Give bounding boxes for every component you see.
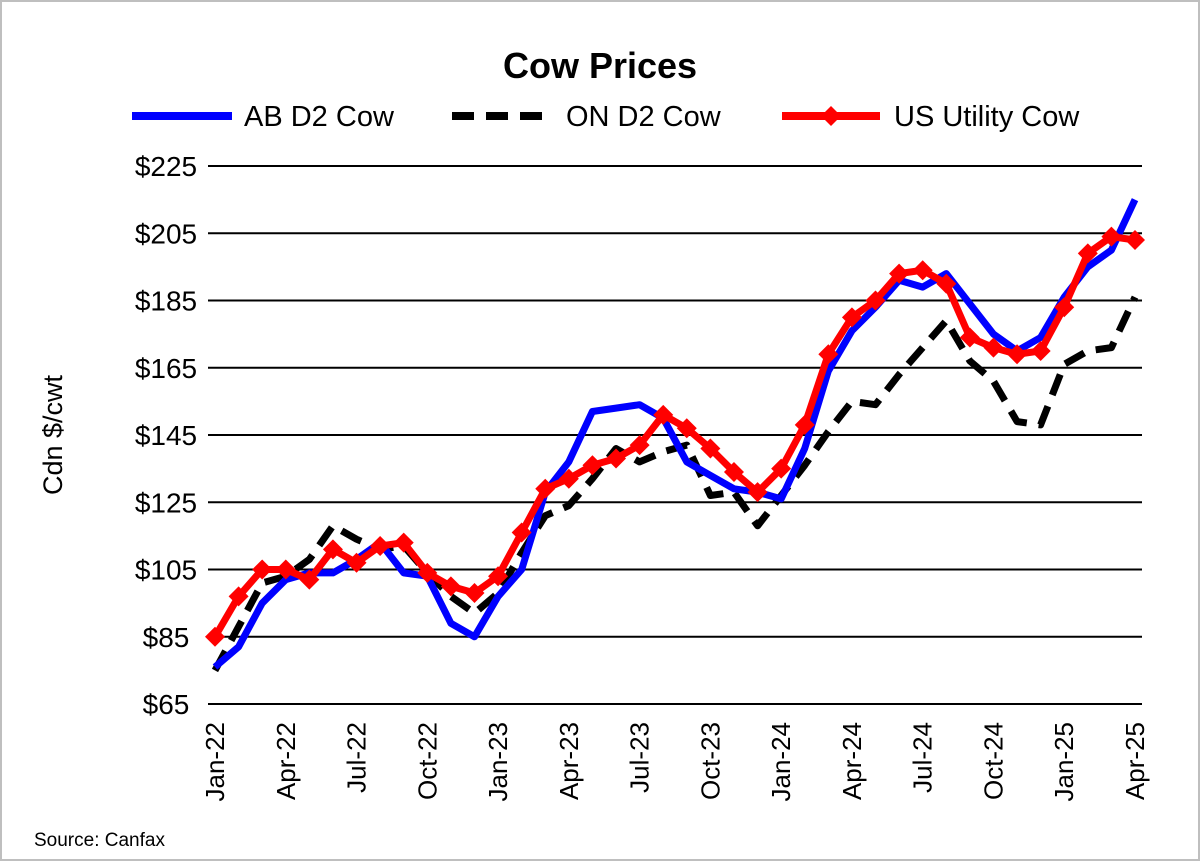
- point-us-utility-cow-jun-23: [606, 448, 627, 469]
- x-axis-ticks: Jan-22 Apr-22 Jul-22 Oct-22 Jan-23 Apr-23 Jul-…: [200, 722, 1150, 802]
- legend-label-on-d2-cow: ON D2 Cow: [566, 101, 722, 133]
- point-us-utility-cow-mar-25: [1101, 226, 1122, 247]
- x-tick-label: Jul-22: [342, 722, 372, 793]
- point-us-utility-cow-apr-24: [841, 307, 862, 328]
- source-note: Source: Canfax: [34, 830, 165, 851]
- grid-lines: [208, 165, 1142, 705]
- point-us-utility-cow-feb-22: [228, 586, 249, 607]
- point-us-utility-cow-aug-22: [370, 535, 391, 556]
- y-tick-label: $85: [143, 622, 190, 653]
- y-tick-label: $145: [135, 420, 197, 451]
- point-us-utility-cow-jul-23: [629, 435, 650, 456]
- point-us-utility-cow-feb-25: [1077, 243, 1098, 264]
- point-us-utility-cow-dec-22: [464, 583, 485, 604]
- y-tick-label: $105: [135, 555, 197, 586]
- y-tick-label: $165: [135, 353, 197, 384]
- x-tick-label: Oct-23: [695, 722, 725, 800]
- y-axis-ticks: $65 $85 $105 $125 $145 $165 $185 $205 $225: [135, 151, 197, 720]
- point-us-utility-cow-sep-23: [676, 418, 697, 439]
- y-tick-label: $125: [135, 487, 197, 518]
- point-us-utility-cow-oct-22: [417, 562, 438, 583]
- point-us-utility-cow-oct-24: [983, 337, 1004, 358]
- chart-title: Cow Prices: [503, 45, 697, 86]
- x-tick-label: Jan-23: [483, 722, 513, 802]
- series-line-ab-d2-cow: [212, 198, 1139, 670]
- x-tick-label: Oct-24: [978, 722, 1008, 800]
- point-us-utility-cow-sep-24: [959, 327, 980, 348]
- legend-label-ab-d2-cow: AB D2 Cow: [244, 101, 395, 133]
- x-tick-label: Jan-24: [766, 722, 796, 802]
- y-tick-label: $205: [135, 218, 197, 249]
- point-us-utility-cow-aug-23: [653, 404, 674, 425]
- point-us-utility-cow-feb-24: [794, 414, 815, 435]
- point-us-utility-cow-may-23: [582, 455, 603, 476]
- point-us-utility-cow-feb-23: [511, 522, 532, 543]
- legend-marker-us-utility-cow: [821, 106, 841, 126]
- point-us-utility-cow-may-24: [865, 290, 886, 311]
- point-us-utility-cow-aug-24: [936, 273, 957, 294]
- y-axis-label: Cdn $/cwt: [38, 374, 68, 495]
- point-us-utility-cow-dec-23: [747, 482, 768, 503]
- point-us-utility-cow-jan-25: [1054, 297, 1075, 318]
- point-us-utility-cow-jan-23: [488, 566, 509, 587]
- point-us-utility-cow-nov-23: [723, 461, 744, 482]
- series-line-on-d2-cow: [211, 295, 1139, 673]
- y-tick-label: $185: [135, 286, 197, 317]
- x-tick-label: Jul-24: [908, 722, 938, 793]
- series-line-us-utility-cow: [211, 233, 1136, 639]
- legend-label-us-utility-cow: US Utility Cow: [894, 101, 1080, 133]
- x-tick-label: Oct-22: [412, 722, 442, 800]
- series-markers: [205, 226, 1145, 647]
- x-tick-label: Apr-24: [837, 722, 867, 800]
- point-us-utility-cow-mar-24: [818, 344, 839, 365]
- point-us-utility-cow-nov-22: [440, 576, 461, 597]
- point-us-utility-cow-apr-25: [1125, 229, 1145, 250]
- point-us-utility-cow-jun-24: [889, 263, 910, 284]
- point-us-utility-cow-jul-22: [346, 552, 367, 573]
- point-us-utility-cow-jan-24: [771, 458, 792, 479]
- point-us-utility-cow-nov-24: [1007, 344, 1028, 365]
- point-us-utility-cow-dec-24: [1030, 340, 1051, 361]
- x-tick-label: Apr-25: [1120, 722, 1150, 800]
- legend: AB D2 Cow ON D2 Cow US Utility Cow: [132, 101, 1080, 133]
- x-tick-label: Jan-22: [200, 722, 230, 802]
- point-us-utility-cow-oct-23: [700, 438, 721, 459]
- point-us-utility-cow-jan-22: [205, 626, 225, 647]
- point-us-utility-cow-sep-22: [393, 532, 414, 553]
- x-tick-label: Jan-25: [1049, 722, 1079, 802]
- point-us-utility-cow-mar-23: [535, 478, 556, 499]
- point-us-utility-cow-apr-22: [275, 559, 296, 580]
- point-us-utility-cow-jul-24: [912, 260, 933, 281]
- point-us-utility-cow-apr-23: [558, 468, 579, 489]
- x-tick-label: Apr-22: [271, 722, 301, 800]
- y-tick-label: $225: [135, 151, 197, 182]
- point-us-utility-cow-jun-22: [322, 539, 343, 560]
- point-us-utility-cow-may-22: [299, 569, 320, 590]
- y-tick-label: $65: [143, 689, 190, 720]
- x-tick-label: Apr-23: [554, 722, 584, 800]
- series-lines: [211, 198, 1139, 673]
- point-us-utility-cow-mar-22: [252, 559, 273, 580]
- x-tick-label: Jul-23: [625, 722, 655, 793]
